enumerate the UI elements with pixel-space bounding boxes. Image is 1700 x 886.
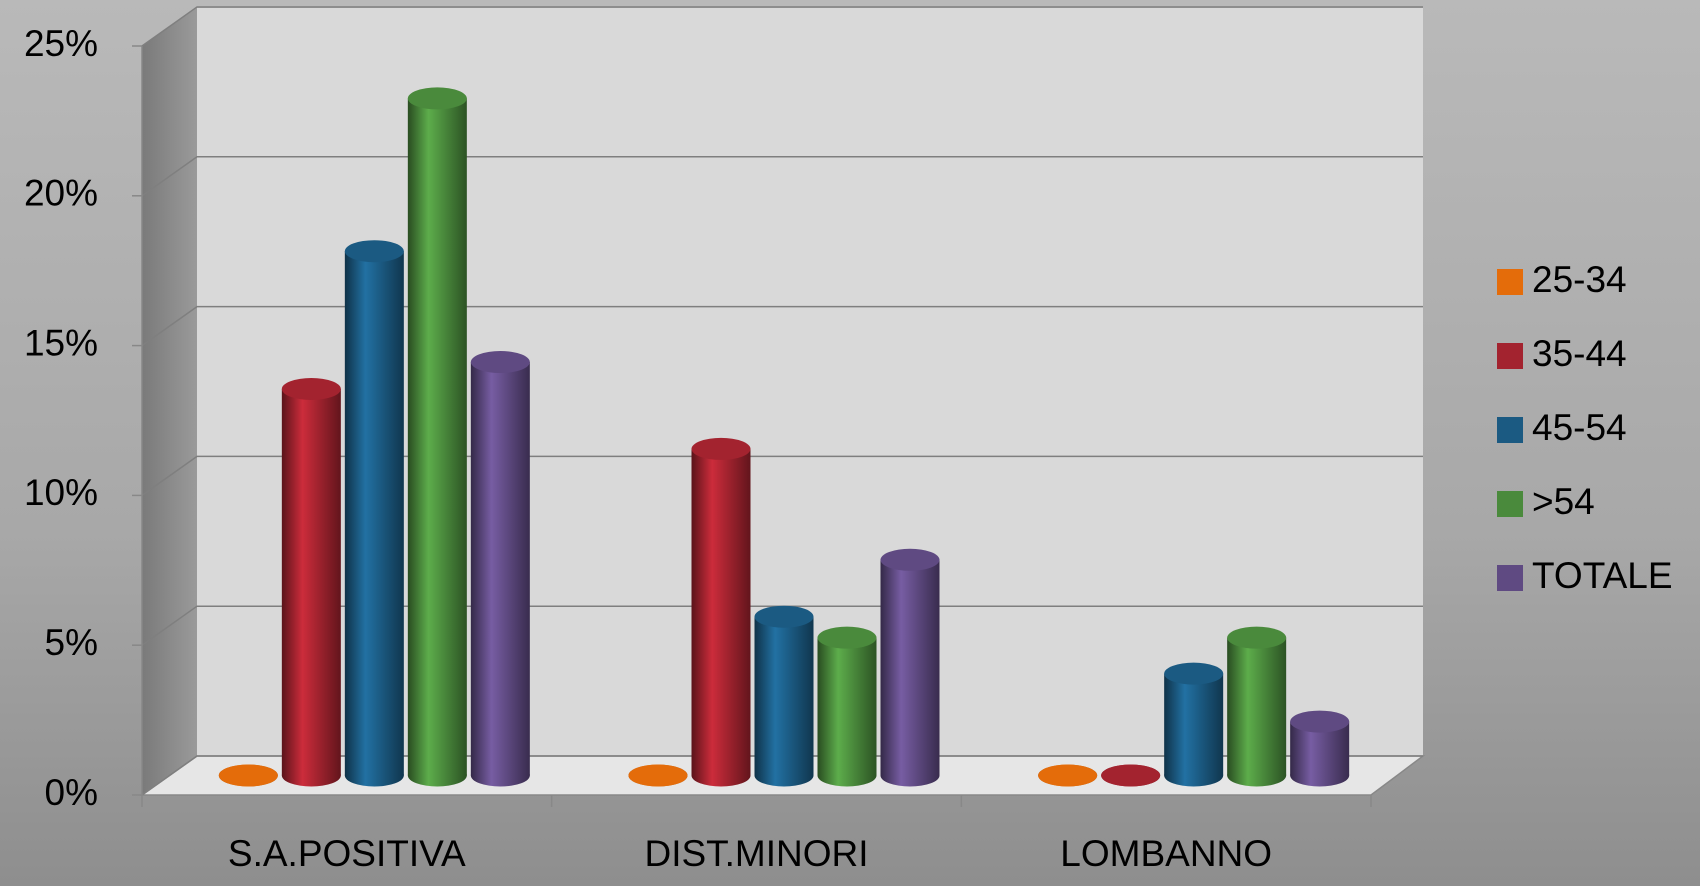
bar-top [407,87,467,110]
legend-label: 35-44 [1532,333,1627,374]
legend-swatch [1497,491,1523,517]
y-tick-label: 5% [45,622,98,663]
bar-body [344,251,404,776]
bar [1290,710,1350,787]
bar-body [407,98,467,776]
legend-label: 25-34 [1532,259,1627,300]
bar-body [754,616,814,776]
bar [281,378,341,787]
legend-swatch [1497,417,1523,443]
legend-swatch [1497,269,1523,295]
y-tick-label: 20% [24,173,98,214]
x-tick-label: DIST.MINORI [644,833,868,874]
legend-label: TOTALE [1532,555,1673,596]
bar [470,351,530,787]
bar [407,87,467,787]
bar [754,605,814,787]
bar [1227,626,1287,787]
bar-body [691,448,751,776]
x-tick-label: LOMBANNO [1060,833,1272,874]
x-tick-label: S.A.POSITIVA [228,833,466,874]
grid-line [141,305,1423,347]
grid-line [141,755,1423,796]
bar [1164,662,1224,787]
bar-body [1164,673,1224,776]
bar-top [1101,764,1161,787]
bar-top [1227,626,1287,649]
bar [344,240,404,787]
bar-top [1038,764,1098,787]
y-tick-label: 0% [45,772,98,813]
bar-top [470,351,530,374]
bar-top [344,240,404,263]
grid-line [141,6,1423,47]
bar-top [1164,662,1224,685]
y-tick-label: 10% [24,472,98,513]
grid-line [141,156,1423,197]
legend-label: 45-54 [1532,407,1627,448]
bar-body [880,559,940,776]
bar-body [817,637,877,776]
legend-label: >54 [1532,481,1595,522]
legend-swatch [1497,565,1523,591]
bar [691,437,751,787]
side-wall [142,8,197,795]
bar-body [1227,637,1287,776]
bar-top [1290,710,1350,733]
bar-top [691,437,751,460]
y-tick-label: 15% [24,322,98,363]
bar-body [470,362,530,776]
bar-top [628,764,688,787]
bar [628,764,688,787]
bar [817,626,877,787]
bar-top [281,378,341,401]
bar-top [754,605,814,628]
y-tick-label: 25% [24,23,98,64]
bar-top [218,764,278,787]
bar [218,764,278,787]
bar-body [281,389,341,776]
grid-line [141,455,1423,497]
grid-line [141,605,1423,646]
bar-top [817,626,877,649]
bar [880,548,940,787]
bar [1038,764,1098,787]
legend-swatch [1497,343,1523,369]
bar [1101,764,1161,787]
bar-top [880,548,940,571]
